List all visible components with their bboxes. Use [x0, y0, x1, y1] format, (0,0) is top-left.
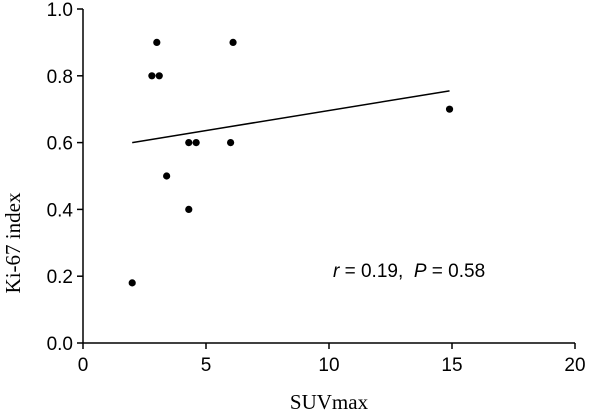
data-point: [128, 279, 136, 287]
data-point: [185, 139, 193, 147]
data-points: [128, 38, 454, 287]
y-tick-label: 0.8: [47, 67, 73, 88]
data-point: [148, 72, 156, 80]
p-value: = 0.58: [427, 261, 486, 282]
r-symbol: r: [333, 261, 340, 282]
y-axis-ticks: 0.0 0.2 0.4 0.6 0.8 1.0: [47, 0, 83, 355]
y-tick-label: 0.2: [47, 267, 73, 288]
r-value: = 0.19,: [339, 261, 413, 282]
data-point: [153, 38, 161, 47]
y-tick-label: 0.6: [47, 134, 73, 155]
x-tick-label: 10: [318, 355, 339, 376]
data-point: [192, 139, 200, 147]
plot-area: 0.0 0.2 0.4 0.6 0.8 1.0 0 5 10 15 20: [47, 0, 586, 376]
y-tick-label: 0.4: [47, 200, 74, 221]
data-point: [229, 38, 237, 47]
data-point: [155, 72, 163, 80]
x-tick-label: 0: [78, 355, 89, 376]
x-tick-label: 20: [564, 355, 585, 376]
correlation-annotation: r = 0.19, P = 0.58: [333, 261, 485, 282]
p-symbol: P: [414, 261, 427, 282]
data-point: [445, 105, 454, 113]
x-axis-title: SUVmax: [290, 390, 369, 413]
data-point: [163, 172, 171, 180]
regression-line: [132, 90, 450, 144]
data-point: [185, 205, 193, 213]
y-tick-label: 0.0: [47, 334, 73, 355]
data-point: [227, 139, 235, 147]
y-axis-title: Ki-67 index: [1, 192, 25, 293]
y-tick-label: 1.0: [47, 0, 73, 21]
x-axis-ticks: 0 5 10 15 20: [78, 343, 586, 376]
x-tick-label: 15: [441, 355, 462, 376]
x-tick-label: 5: [201, 355, 212, 376]
